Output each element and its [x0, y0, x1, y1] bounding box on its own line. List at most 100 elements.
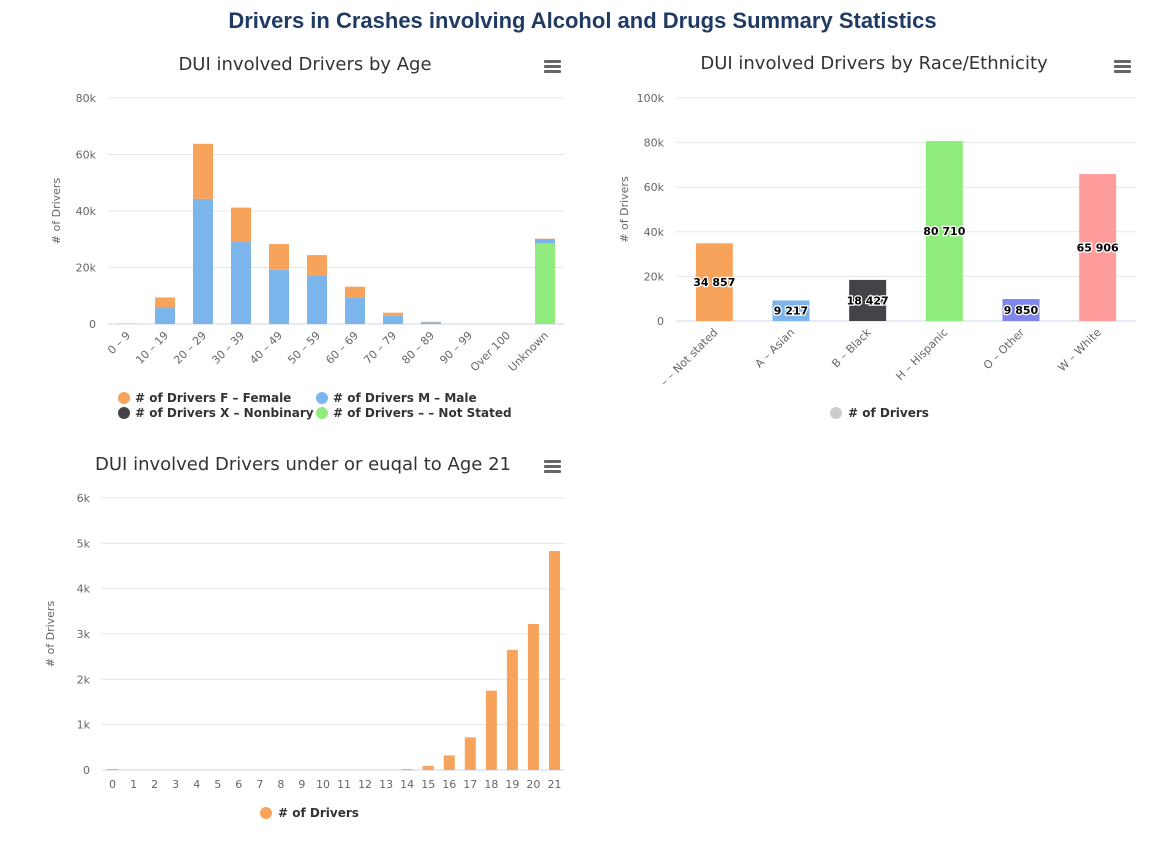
under21-chart-title: DUI involved Drivers under or euqal to A… — [95, 454, 511, 475]
age-y-tick-label: 80k — [76, 92, 97, 105]
age-y-axis-label: # of Drivers — [50, 178, 63, 245]
under21-x-tick-label: 18 — [484, 778, 498, 791]
under21-x-tick-label: 10 — [316, 778, 330, 791]
age-bar-f-female-20-29[interactable] — [193, 143, 213, 199]
under21-bar-age-0[interactable] — [107, 769, 119, 770]
under21-y-tick-label: 6k — [77, 492, 91, 505]
under21-bar-age-19[interactable] — [506, 649, 518, 770]
under21-bar-age-17[interactable] — [464, 737, 476, 770]
age-chart-title: DUI involved Drivers by Age — [178, 54, 431, 75]
age-legend-item[interactable]: # of Drivers M – Male — [316, 391, 477, 405]
age-legend-marker — [316, 407, 328, 419]
race-y-tick-label: 100k — [637, 92, 665, 105]
race-bar-b-black[interactable] — [849, 279, 887, 321]
under21-legend-marker — [260, 807, 272, 819]
age-bar-m-male-30-39[interactable] — [231, 242, 251, 324]
age-bar-m-male-60-69[interactable] — [345, 297, 365, 324]
menu-icon — [544, 460, 561, 463]
race-data-label: 9 850 — [1004, 304, 1039, 317]
age-bar-f-female-50-59[interactable] — [307, 255, 327, 276]
under21-legend-item[interactable]: # of Drivers — [260, 806, 359, 820]
under21-bar-age-16[interactable] — [443, 755, 455, 770]
under21-x-tick-label: 6 — [235, 778, 242, 791]
age-legend-item[interactable]: # of Drivers – – Not Stated — [316, 406, 512, 420]
age-x-tick-label: Over 100 — [468, 329, 513, 374]
under21-x-tick-label: 19 — [505, 778, 519, 791]
age-bar-f-female-60-69[interactable] — [345, 286, 365, 298]
age-bar-f-female-70-79[interactable] — [383, 312, 403, 316]
age-bar-not-stated-unknown[interactable] — [535, 243, 555, 324]
age-bar-f-female-30-39[interactable] — [231, 207, 251, 243]
under21-x-tick-label: 0 — [109, 778, 116, 791]
race-legend-marker — [830, 407, 842, 419]
race-x-tick-label: – – Not stated — [658, 326, 721, 389]
race-bar-w-white[interactable] — [1079, 174, 1117, 321]
race-data-label: 80 710 — [923, 225, 965, 238]
under21-x-tick-label: 4 — [193, 778, 200, 791]
under21-x-tick-label: 11 — [337, 778, 351, 791]
under21-y-tick-label: 4k — [77, 583, 91, 596]
age-legend-item[interactable]: # of Drivers F – Female — [118, 391, 291, 405]
race-data-label: 65 906 — [1077, 242, 1119, 255]
age-x-tick-label: 0 – 9 — [105, 329, 133, 357]
race-bar-h-hispanic[interactable] — [925, 141, 963, 321]
under21-x-tick-label: 13 — [379, 778, 393, 791]
under21-x-tick-label: 8 — [277, 778, 284, 791]
under21-bar-age-20[interactable] — [527, 624, 539, 770]
menu-hit-area[interactable] — [1110, 55, 1135, 77]
age-x-tick-label: 40 – 49 — [247, 329, 285, 367]
race-data-label: 34 857 — [693, 276, 735, 289]
under21-bar-age-18[interactable] — [485, 690, 497, 770]
race-y-axis-label: # of Drivers — [618, 176, 631, 243]
age-bar-m-male-20-29[interactable] — [193, 198, 213, 324]
race-y-tick-label: 20k — [644, 270, 665, 283]
under21-y-tick-label: 2k — [77, 673, 91, 686]
age-x-tick-label: 20 – 29 — [171, 329, 209, 367]
age-bar-f-female-10-19[interactable] — [155, 297, 175, 308]
menu-icon — [544, 465, 561, 468]
age-x-tick-label: 80 – 89 — [399, 329, 437, 367]
menu-hit-area[interactable] — [540, 455, 565, 477]
age-x-tick-label: 50 – 59 — [285, 329, 323, 367]
age-legend-item[interactable]: # of Drivers X – Nonbinary — [118, 406, 314, 420]
age-legend-marker — [118, 407, 130, 419]
menu-icon — [544, 60, 561, 63]
under21-x-tick-label: 3 — [172, 778, 179, 791]
chart-menu-button[interactable] — [540, 455, 565, 477]
under21-y-tick-label: 0 — [83, 764, 90, 777]
age-legend-marker — [316, 392, 328, 404]
race-bar-a-asian[interactable] — [772, 300, 810, 321]
under21-bar-age-15[interactable] — [422, 765, 434, 770]
under21-y-axis-label: # of Drivers — [44, 601, 57, 668]
chart-panel-age: DUI involved Drivers by Age 0 20k 40k 60k 80k… — [40, 48, 580, 438]
race-legend-item[interactable]: # of Drivers — [830, 406, 929, 420]
age-bar-m-male-40-49[interactable] — [269, 269, 289, 324]
under21-bar-age-21[interactable] — [548, 551, 560, 770]
age-bar-m-male-unknown[interactable] — [535, 238, 555, 244]
age-bar-m-male-70-79[interactable] — [383, 315, 403, 324]
chart-menu-button[interactable] — [1110, 55, 1135, 77]
race-bar-not-stated[interactable] — [695, 243, 733, 321]
race-y-tick-label: 40k — [644, 226, 665, 239]
race-chart-title: DUI involved Drivers by Race/Ethnicity — [700, 53, 1048, 74]
age-bar-m-male-80-89[interactable] — [421, 322, 441, 324]
under21-y-tick-label: 1k — [77, 719, 91, 732]
age-bar-f-female-40-49[interactable] — [269, 244, 289, 270]
under21-legend-label: # of Drivers — [278, 806, 359, 820]
under21-x-tick-label: 15 — [421, 778, 435, 791]
under21-x-tick-label: 21 — [547, 778, 561, 791]
chart-menu-button[interactable] — [540, 55, 565, 77]
age-x-tick-label: 60 – 69 — [323, 329, 361, 367]
race-bar-o-other[interactable] — [1002, 299, 1040, 321]
under21-x-tick-label: 14 — [400, 778, 414, 791]
age-bar-m-male-10-19[interactable] — [155, 307, 175, 324]
race-x-tick-label: A – Asian — [753, 326, 798, 371]
menu-hit-area[interactable] — [540, 55, 565, 77]
under21-x-tick-label: 9 — [298, 778, 305, 791]
age-bar-f-female-80-89[interactable] — [421, 321, 441, 323]
age-legend-label: # of Drivers M – Male — [333, 391, 477, 405]
race-x-tick-label: W – White — [1055, 326, 1103, 374]
under21-x-tick-label: 1 — [130, 778, 137, 791]
age-bar-m-male-50-59[interactable] — [307, 275, 327, 324]
under21-bar-age-14[interactable] — [401, 769, 413, 770]
